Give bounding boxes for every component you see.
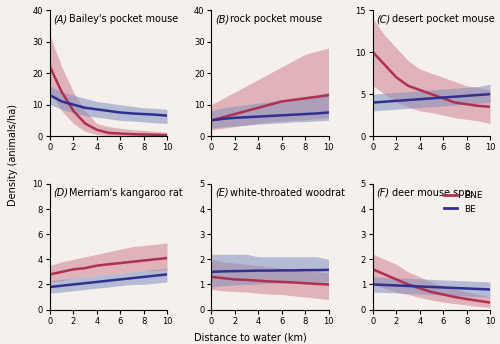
Text: (E): (E) bbox=[215, 187, 228, 197]
Text: desert pocket mouse: desert pocket mouse bbox=[392, 14, 494, 24]
Text: (C): (C) bbox=[376, 14, 390, 24]
Text: (D): (D) bbox=[54, 187, 68, 197]
Text: Bailey's pocket mouse: Bailey's pocket mouse bbox=[68, 14, 178, 24]
Legend: BNE, BE: BNE, BE bbox=[441, 189, 486, 216]
Text: (B): (B) bbox=[215, 14, 229, 24]
Text: Distance to water (km): Distance to water (km) bbox=[194, 333, 306, 343]
Text: white-throated woodrat: white-throated woodrat bbox=[230, 187, 345, 197]
Text: Density (animals/ha): Density (animals/ha) bbox=[8, 104, 18, 206]
Text: (A): (A) bbox=[54, 14, 68, 24]
Text: rock pocket mouse: rock pocket mouse bbox=[230, 14, 322, 24]
Text: (F): (F) bbox=[376, 187, 390, 197]
Text: Merriam's kangaroo rat: Merriam's kangaroo rat bbox=[68, 187, 182, 197]
Text: deer mouse spp.: deer mouse spp. bbox=[392, 187, 473, 197]
